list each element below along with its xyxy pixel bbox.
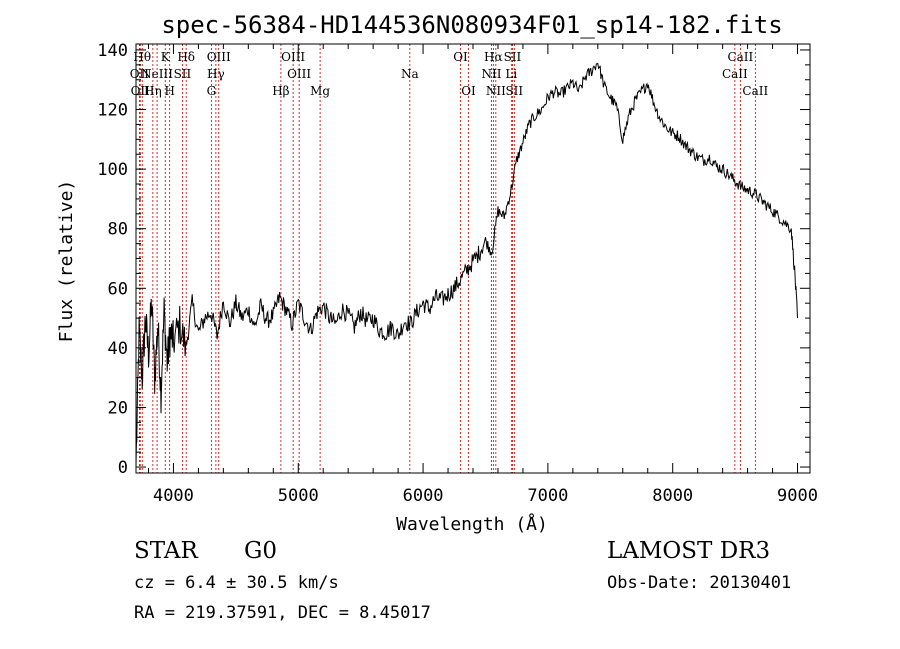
spectral-line-label: G <box>207 84 217 98</box>
spectral-line-label: Hγ <box>207 67 225 81</box>
spectral-line-label: CaII <box>722 67 748 81</box>
spectral-line-label: Mg <box>310 84 330 98</box>
x-tick-label: 9000 <box>777 486 818 506</box>
y-tick-label: 60 <box>108 279 128 299</box>
redshift-text: cz = 6.4 ± 30.5 km/s <box>134 573 339 593</box>
y-tick-label: 80 <box>108 220 128 240</box>
y-axis-label: Flux (relative) <box>56 180 77 343</box>
y-tick-label: 100 <box>97 160 128 180</box>
spectral-line-label: NII <box>481 67 501 81</box>
object-subclass: G0 <box>244 538 278 564</box>
spectral-line-label: OIII <box>207 50 231 64</box>
spectral-line-label: Na <box>401 67 419 81</box>
y-tick-label: 120 <box>97 101 128 121</box>
spectral-line-label: SII <box>505 84 523 98</box>
spectral-line-label: K <box>161 50 171 64</box>
y-tick-label: 0 <box>118 458 128 478</box>
spectral-line-label: NII <box>486 84 506 98</box>
spectral-line-label: OI <box>453 50 468 64</box>
spectral-line-label: OI <box>461 84 476 98</box>
spectrum-line <box>135 62 798 468</box>
observation-date: Obs-Date: 20130401 <box>607 573 792 593</box>
spectral-line-label: CaII <box>727 50 753 64</box>
spectral-line-label: OII <box>131 84 151 98</box>
x-axis-label: Wavelength (Å) <box>396 513 548 535</box>
y-tick-label: 20 <box>108 398 128 418</box>
survey-name: LAMOST DR3 <box>607 538 771 564</box>
spectral-line-label: Hθ <box>133 50 151 64</box>
spectral-line-label: OII <box>130 67 150 81</box>
x-tick-label: 6000 <box>403 486 444 506</box>
spectral-line-label: OIII <box>287 67 311 81</box>
y-axis: 0 20 40 60 80 100 120 140 <box>97 41 810 478</box>
x-axis: 4000 5000 6000 7000 8000 9000 <box>147 44 818 506</box>
chart-title: spec-56384-HD144536N080934F01_sp14-182.f… <box>161 11 782 39</box>
y-tick-label: 140 <box>97 41 128 61</box>
x-tick-label: 7000 <box>527 486 568 506</box>
spectral-line-label: NeIII <box>141 67 173 81</box>
y-tick-label: 40 <box>108 339 128 359</box>
spectral-line-label: SII <box>174 67 192 81</box>
spectral-line-label: SII <box>504 50 522 64</box>
spectral-line-label: OIII <box>281 50 305 64</box>
x-tick-label: 5000 <box>278 486 319 506</box>
spectral-line-label: Hα <box>484 50 503 64</box>
spectral-line-label: Li <box>505 67 517 81</box>
spectral-line-labels: OIIOIIHθHηNeIIIKHSIIHδGHγOIIIHβOIIIOIIIM… <box>130 50 769 98</box>
spectral-line-label: H <box>164 84 174 98</box>
x-tick-label: 8000 <box>652 486 693 506</box>
spectral-line-label: Hδ <box>177 50 195 64</box>
spectral-line-label: CaII <box>742 84 768 98</box>
x-tick-label: 4000 <box>153 486 194 506</box>
spectral-line-markers <box>138 44 756 473</box>
spectral-line-label: Hβ <box>272 84 289 98</box>
object-class: STAR <box>134 538 198 564</box>
spectral-line-label: Hη <box>144 84 162 98</box>
coordinates-text: RA = 219.37591, DEC = 8.45017 <box>134 603 431 623</box>
